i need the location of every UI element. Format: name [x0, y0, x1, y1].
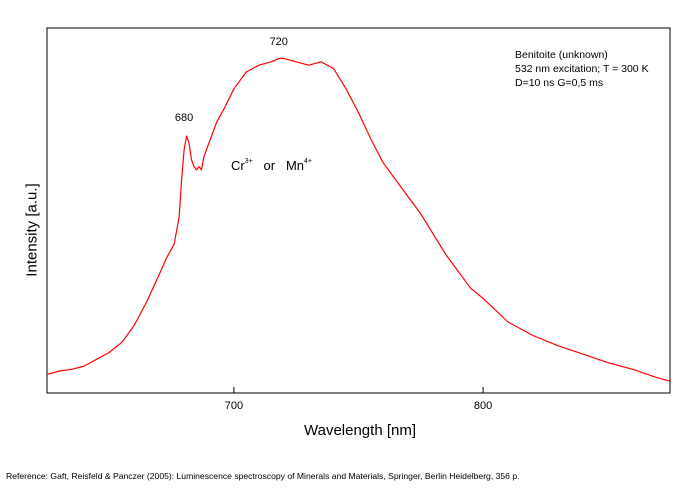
info-line-sample: Benitoite (unknown)	[515, 49, 608, 61]
species-a: Cr	[231, 158, 245, 173]
species-annotation: Cr3+ or Mn4+	[231, 158, 312, 173]
species-b: Mn	[285, 158, 305, 173]
peak-label-720: 720	[270, 36, 288, 48]
y-axis-label-text: Intensity [a.u.]	[23, 183, 41, 277]
peak-labels: 680 720	[175, 36, 288, 124]
reference-citation: Reference: Gaft, Reisfeld & Panczer (200…	[6, 471, 520, 481]
species-a-charge: 3+	[244, 158, 253, 165]
info-line-gate: D=10 ns G=0,5 ms	[515, 77, 604, 89]
x-tick-label-700: 700	[225, 400, 243, 412]
spectrum-line	[46, 57, 671, 382]
y-axis-label: Intensity [a.u.]	[22, 183, 42, 276]
species-b-charge: 4+	[304, 158, 312, 165]
x-axis-label: Wavelength [nm]	[304, 422, 416, 439]
peak-label-680: 680	[175, 112, 193, 124]
measurement-info: Benitoite (unknown) 532 nm excitation; T…	[515, 48, 649, 90]
plot-frame	[46, 27, 671, 394]
axis-ticks: 700 800	[225, 387, 492, 412]
info-line-excitation: 532 nm excitation; T = 300 K	[515, 63, 649, 75]
species-or: or	[263, 158, 276, 173]
x-tick-label-800: 800	[474, 400, 492, 412]
